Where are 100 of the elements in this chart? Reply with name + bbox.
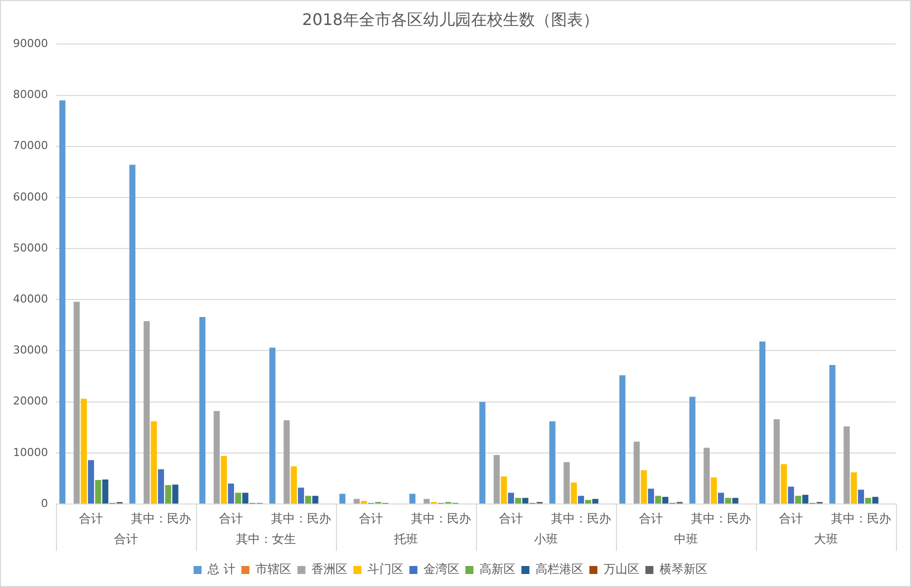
bar [269,348,276,504]
x-tick-label: 合计 [639,511,663,526]
bar [522,498,528,504]
legend-label: 横琴新区 [659,562,708,576]
bar [95,480,102,504]
bar [710,477,717,504]
y-tick-label: 0 [40,496,48,510]
bar [655,496,662,504]
x-tick-label: 其中：民办 [831,511,891,526]
x-tick-label: 其中：民办 [130,511,191,526]
y-tick-label: 90000 [12,37,48,50]
bar [228,484,234,504]
bar [165,485,172,504]
bar [578,496,584,504]
bar [662,496,668,504]
bar [774,419,780,504]
bar [74,302,80,504]
bar [759,342,766,504]
bar [718,492,724,504]
bar [339,494,346,504]
bar [829,365,836,504]
y-tick-label: 50000 [12,241,48,254]
y-tick-label: 30000 [12,344,48,357]
x-tick-label: 合计 [358,511,383,526]
bar [354,498,360,504]
chart-title: 2018年全市各区幼儿园在校生数（图表） [302,10,599,29]
bar [290,466,297,504]
bar [802,494,808,504]
bar [88,460,94,504]
bar [640,470,647,504]
bar [305,496,312,504]
bar [872,496,878,504]
bar [634,442,640,504]
bar [158,469,164,504]
legend-label: 市辖区 [255,562,292,576]
x-tick-label: 合计 [779,511,803,526]
bar [732,498,738,504]
legend-label: 高新区 [479,562,516,576]
bar [59,100,66,504]
bar [102,479,108,504]
bar [564,462,570,504]
bar [508,492,514,504]
bar [515,498,522,504]
y-tick-label: 40000 [12,292,48,306]
bar [619,375,626,504]
bar [704,448,710,504]
legend-label: 总 计 [206,562,236,576]
bar [144,321,150,504]
legend-label: 金湾区 [423,562,460,576]
y-tick-label: 10000 [12,446,48,459]
y-tick-label: 60000 [12,190,48,204]
x-tick-label: 合计 [78,511,103,526]
bar [242,492,248,504]
bar [592,498,598,504]
bar [689,396,696,504]
bar [788,486,794,504]
bar [494,454,500,504]
bar [409,494,416,504]
bar [549,421,556,504]
x-tick-label: 其中：民办 [550,511,611,526]
bar [312,496,318,504]
bar [284,420,290,504]
legend-label: 斗门区 [367,562,404,576]
bar [172,484,178,504]
legend-label: 万山区 [603,562,640,576]
text: 其中：女生 [236,532,296,546]
bar [570,482,577,504]
bar [585,500,592,504]
bar [725,498,732,504]
text: 托班 [392,532,418,546]
x-tick-label: 其中：民办 [270,511,331,526]
bar [424,498,430,504]
text: 合计 [114,532,138,546]
bar [80,398,87,504]
bar [150,421,157,504]
bar [220,456,227,504]
bar [199,317,206,504]
bar [298,488,304,504]
bar [795,496,802,504]
x-tick-label: 其中：民办 [410,511,471,526]
x-tick-label: 合计 [218,511,243,526]
bar [648,488,654,504]
text: 大班 [814,532,838,546]
bar [780,464,787,504]
bar [360,500,367,504]
bar [865,498,872,504]
bar [479,402,486,504]
y-tick-label: 80000 [12,88,48,102]
y-tick-label: 70000 [12,139,48,152]
bar [129,164,136,504]
text: 小班 [534,532,558,546]
bar [844,426,850,504]
x-tick-label: 其中：民办 [691,511,751,526]
bar [850,472,857,504]
legend-label: 香洲区 [311,562,348,576]
bar [214,411,220,504]
y-tick-label: 20000 [12,394,48,408]
text: 中班 [674,532,698,546]
legend-label: 高栏港区 [535,562,584,576]
bar [500,476,507,504]
